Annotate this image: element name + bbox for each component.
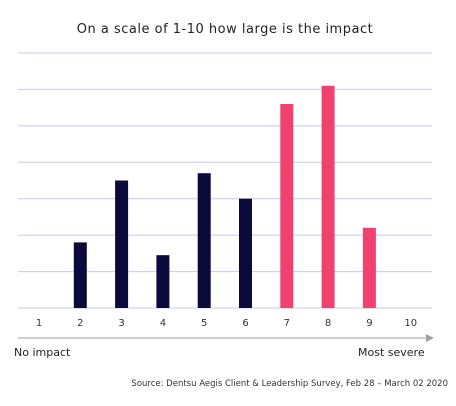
scale-arrow-head [426, 334, 434, 342]
x-tick-label: 1 [36, 318, 42, 329]
bar-7 [280, 104, 294, 308]
low-end-label: No impact [14, 346, 71, 359]
bar-8 [321, 85, 335, 309]
bar-3 [115, 180, 129, 308]
bar-4 [156, 255, 170, 308]
bar-chart: 1 2 3 4 5 6 7 8 9 10 [18, 52, 434, 342]
x-tick-label: 2 [77, 318, 83, 329]
x-tick-label: 5 [201, 318, 207, 329]
x-tick-label: 9 [366, 318, 372, 329]
x-tick-label: 4 [160, 318, 166, 329]
x-tick-label: 8 [325, 318, 331, 329]
x-tick-label: 10 [404, 318, 417, 329]
x-tick-label: 6 [242, 318, 248, 329]
bar-5 [197, 173, 211, 308]
x-tick-label: 7 [284, 318, 290, 329]
bar-9 [362, 227, 376, 308]
source-note: Source: Dentsu Aegis Client & Leadership… [131, 379, 448, 389]
chart-title: On a scale of 1-10 how large is the impa… [76, 22, 374, 37]
x-tick-label: 3 [118, 318, 124, 329]
high-end-label: Most severe [358, 346, 425, 359]
bar-6 [239, 198, 252, 308]
chart-card: On a scale of 1-10 how large is the impa… [14, 22, 434, 359]
bar-2 [73, 242, 87, 308]
